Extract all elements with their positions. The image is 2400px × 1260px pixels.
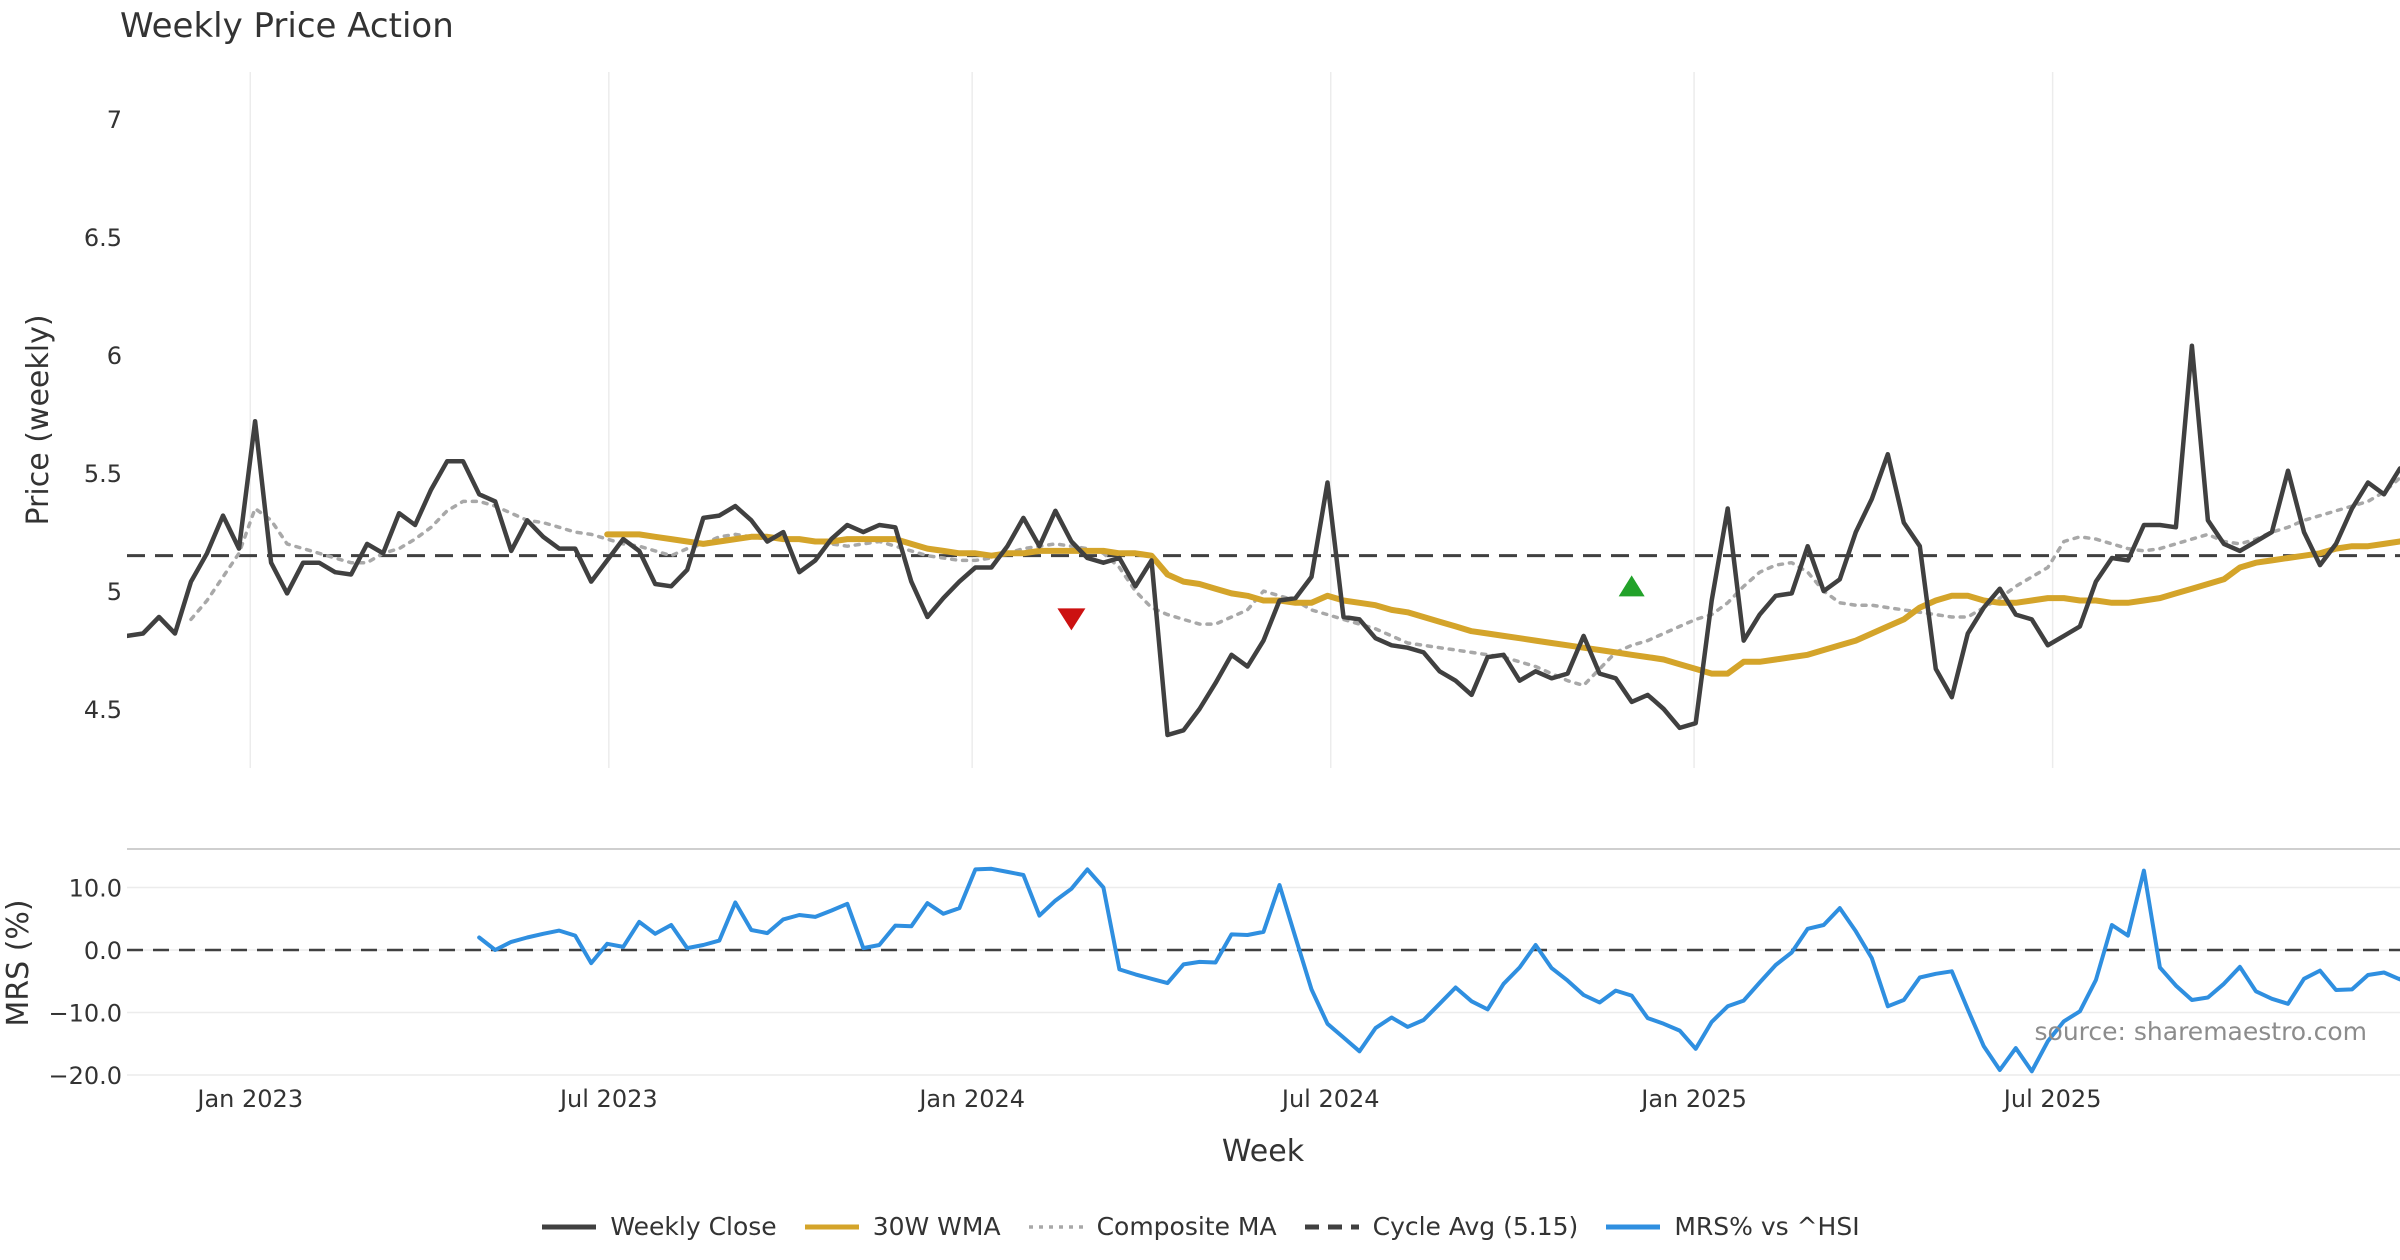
source-attribution: source: sharemaestro.com (2034, 1017, 2368, 1046)
mrs-y-tick-label: 10.0 (69, 875, 122, 903)
legend-item-mrs: MRS% vs ^HSI (1604, 1212, 1860, 1241)
mrs-y-ticks: −20.0 −10.0 0.0 10.0 (48, 875, 122, 1091)
mrs-gridlines (127, 886, 2400, 1076)
price-y-tick-label: 5.5 (84, 460, 122, 488)
price-y-tick-label: 6 (107, 342, 122, 370)
legend-item-close: Weekly Close (540, 1212, 777, 1241)
legend-label-close: Weekly Close (610, 1212, 777, 1241)
series-line-composite (189, 474, 2400, 688)
legend-swatch-composite (1028, 1224, 1083, 1229)
x-tick-label: Jul 2023 (558, 1085, 658, 1113)
mrs-y-tick-label: −20.0 (48, 1062, 122, 1090)
x-tick-label: Jan 2025 (1639, 1085, 1747, 1113)
chart-title: Weekly Price Action (120, 6, 454, 46)
series-line-close (127, 343, 2400, 738)
legend-swatch-wma (804, 1224, 859, 1229)
sell-marker (1057, 608, 1086, 631)
mrs-y-tick-label: 0.0 (84, 937, 122, 965)
series-line-mrs (477, 866, 2400, 1074)
legend-item-composite: Composite MA (1027, 1212, 1277, 1241)
price-y-tick-label: 6.5 (84, 224, 122, 252)
price-y-tick-label: 4.5 (84, 696, 122, 724)
x-ticks: Jan 2023 Jul 2023 Jan 2024 Jul 2024 Jan 2025… (195, 1085, 2101, 1113)
legend-label-cycle: Cycle Avg (5.15) (1372, 1212, 1579, 1241)
legend-swatch-cycle (1304, 1224, 1359, 1229)
legend-swatch-close (542, 1224, 597, 1229)
legend-item-cycle: Cycle Avg (5.15) (1303, 1212, 1579, 1241)
x-axis-title: Week (1222, 1134, 1305, 1169)
legend-label-composite: Composite MA (1096, 1212, 1277, 1241)
price-y-ticks: 4.5 5 5.5 6 6.5 7 (84, 106, 122, 724)
legend-label-mrs: MRS% vs ^HSI (1674, 1212, 1860, 1241)
legend-item-wma: 30W WMA (803, 1212, 1001, 1241)
x-tick-label: Jul 2024 (1280, 1085, 1380, 1113)
legend-swatch-mrs (1606, 1224, 1661, 1229)
price-y-tick-label: 5 (107, 578, 122, 606)
legend: Weekly Close 30W WMA Composite MA Cycle Avg… (0, 1212, 2400, 1241)
price-gridlines (249, 72, 2054, 768)
price-y-tick-label: 7 (107, 106, 122, 134)
legend-label-wma: 30W WMA (872, 1212, 1001, 1241)
price-y-axis-title: Price (weekly) (21, 314, 56, 525)
mrs-y-axis-title: MRS (%) (1, 899, 36, 1026)
buy-marker (1618, 575, 1645, 597)
x-tick-label: Jan 2023 (195, 1085, 303, 1113)
mrs-y-tick-label: −10.0 (48, 1000, 122, 1028)
x-tick-label: Jan 2024 (917, 1085, 1025, 1113)
x-tick-label: Jul 2025 (2002, 1085, 2102, 1113)
